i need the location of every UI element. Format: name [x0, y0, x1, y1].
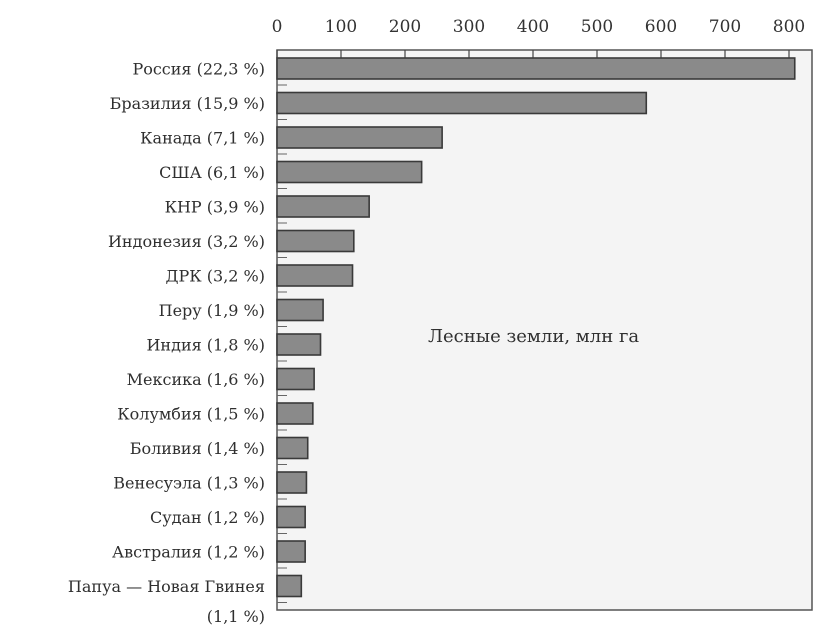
bar	[276, 57, 796, 80]
x-axis: 0 100 200 300 400 500 600 700 800	[272, 17, 805, 58]
x-tick-label: 200	[389, 17, 421, 37]
x-tick-label: 0	[272, 17, 283, 37]
category-label: Индонезия (3,2 %)	[108, 232, 265, 251]
bar	[276, 505, 306, 529]
x-tick-label: 800	[773, 17, 805, 37]
category-label: Перу (1,9 %)	[159, 301, 265, 320]
bar	[276, 264, 354, 287]
bar	[276, 402, 314, 425]
category-label: США (6,1 %)	[159, 163, 265, 182]
bar	[276, 195, 370, 218]
chart-annotation: Лесные земли, млн га	[428, 326, 639, 347]
category-label: Венесуэла (1,3 %)	[113, 474, 265, 493]
bar	[276, 91, 648, 115]
bar	[276, 160, 423, 184]
category-label: Мексика (1,6 %)	[127, 370, 265, 389]
category-label: Колумбия (1,5 %)	[117, 405, 265, 424]
x-tick-label: 400	[517, 17, 549, 37]
bar	[276, 126, 443, 149]
category-label: Россия (22,3 %)	[132, 60, 265, 79]
category-label: Папуа — Новая Гвинея (1,1 %)	[68, 577, 265, 626]
category-label: Боливия (1,4 %)	[130, 439, 265, 458]
category-label: Судан (1,2 %)	[150, 508, 265, 527]
bars-group	[276, 57, 796, 603]
x-tick-label: 100	[325, 17, 357, 37]
category-label: Австралия (1,2 %)	[112, 543, 265, 562]
category-label: КНР (3,9 %)	[165, 198, 265, 217]
category-label: Канада (7,1 %)	[140, 129, 265, 148]
bar	[276, 367, 315, 391]
bar	[276, 229, 355, 253]
category-label: Бразилия (15,9 %)	[110, 94, 265, 113]
bar	[276, 333, 322, 356]
bar	[276, 471, 308, 494]
bar	[276, 574, 303, 598]
bar	[276, 436, 309, 460]
x-tick-label: 700	[709, 17, 741, 37]
x-tick-label: 300	[453, 17, 485, 37]
category-label: ДРК (3,2 %)	[166, 267, 265, 286]
bar	[276, 540, 306, 563]
bar	[276, 298, 324, 322]
x-tick-label: 600	[645, 17, 677, 37]
category-label: Индия (1,8 %)	[146, 336, 265, 355]
category-labels: Россия (22,3 %) Бразилия (15,9 %) Канада (…	[68, 60, 265, 627]
x-tick-label: 500	[581, 17, 613, 37]
